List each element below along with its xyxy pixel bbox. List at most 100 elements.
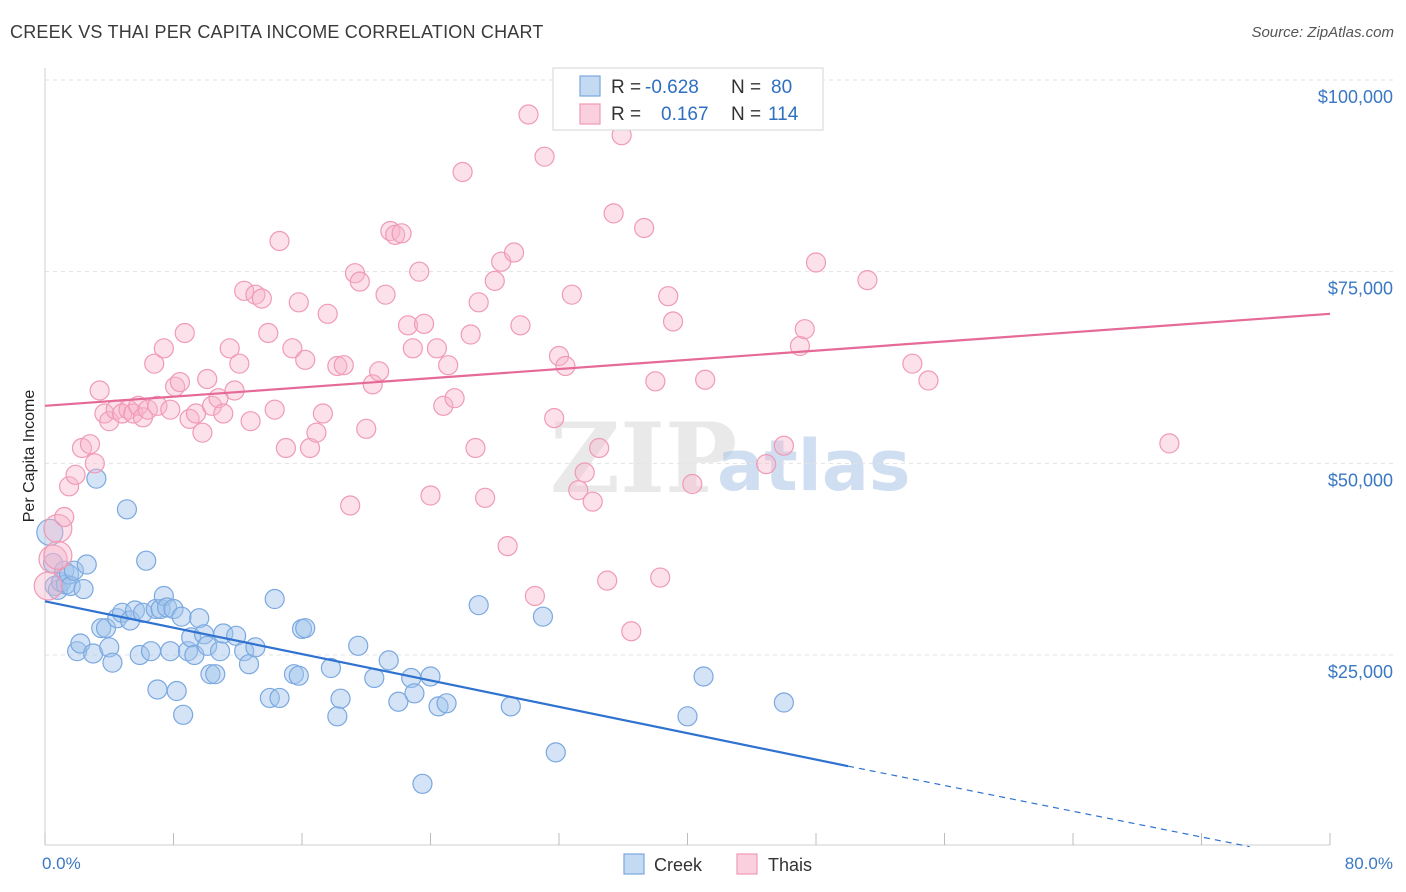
creek-point (102, 652, 123, 673)
thais-point (299, 437, 321, 459)
creek-point (532, 606, 554, 627)
thais-point (503, 242, 525, 263)
thais-point (561, 284, 582, 305)
creek-point (163, 598, 184, 620)
creek-point (95, 618, 117, 639)
creek-point (73, 578, 94, 600)
thais-point (269, 230, 290, 252)
thais-point (444, 388, 465, 409)
thais-points (33, 104, 1180, 642)
thais-point (240, 411, 261, 432)
thais-r-value: 0.167 (661, 104, 709, 125)
thais-point (179, 408, 200, 429)
creek-point (86, 468, 107, 489)
thais-point (497, 536, 518, 557)
thais-point (234, 280, 255, 301)
thais-point (251, 288, 272, 309)
creek-point (773, 692, 794, 713)
creek-point (209, 641, 231, 662)
thais-point (555, 355, 576, 377)
thais-n-label: N = (731, 104, 761, 125)
creek-point (91, 618, 112, 639)
thais-point (54, 506, 75, 528)
thais-point (282, 338, 303, 359)
thais-point (397, 315, 419, 336)
creek-point (330, 688, 351, 709)
thais-point (144, 353, 165, 374)
thais-point (534, 146, 555, 167)
thais-point (582, 491, 603, 512)
thais-point (385, 224, 406, 245)
creek-point (166, 680, 187, 702)
creek-point (189, 608, 210, 629)
creek-trend-extension (848, 765, 1250, 848)
y-tick-label: $100,000 (1318, 87, 1393, 107)
thais-legend-swatch (579, 103, 601, 125)
y-tick-label: $75,000 (1328, 279, 1393, 299)
creek-point (348, 635, 369, 656)
thais-point (409, 261, 430, 282)
series-legend: Creek Thais (623, 853, 812, 875)
creek-point (693, 666, 714, 687)
watermark-atlas: atlas (717, 425, 911, 507)
thais-point (312, 403, 333, 424)
creek-point (173, 704, 194, 725)
creek-point (147, 679, 168, 700)
thais-point (773, 435, 794, 456)
source-credit: Source: ZipAtlas.com (1251, 24, 1394, 41)
creek-point (428, 696, 449, 717)
creek-point (63, 560, 85, 581)
thais-point (756, 454, 777, 475)
thais-point (306, 422, 327, 443)
thais-point (213, 403, 234, 424)
thais-point (160, 399, 181, 420)
thais-point (288, 292, 309, 313)
creek-point (171, 606, 192, 627)
thais-point (658, 286, 679, 307)
thais-point (805, 252, 827, 273)
stats-legend: R = -0.628 N = 80 R = 0.167 N = 114 (552, 67, 824, 131)
thais-point (484, 270, 505, 291)
thais-point (420, 485, 441, 506)
thais-point (695, 369, 716, 390)
data-points (33, 104, 1180, 794)
thais-point (369, 361, 390, 382)
thais-point (1159, 433, 1180, 454)
thais-point (43, 513, 73, 544)
x-tick-labels: 0.0% 80.0% (42, 854, 1393, 873)
creek-point (264, 588, 285, 610)
thais-point (902, 353, 923, 374)
creek-n-value: 80 (771, 77, 792, 98)
thais-point (219, 338, 240, 359)
thais-point (918, 370, 939, 391)
creek-r-label: R = (611, 77, 641, 98)
creek-point (238, 654, 260, 675)
thais-point (662, 311, 684, 332)
thais-point (224, 380, 245, 401)
thais-point (682, 473, 703, 495)
creek-point (677, 706, 698, 727)
creek-point (156, 597, 178, 618)
thais-r-label: R = (611, 104, 641, 125)
creek-series-swatch (623, 853, 645, 875)
thais-point (65, 464, 86, 485)
thais-point (362, 374, 383, 395)
thais-point (468, 292, 489, 313)
thais-point (264, 399, 285, 420)
thais-point (229, 353, 250, 374)
creek-point (136, 550, 157, 571)
chart-title: CREEK VS THAI PER CAPITA INCOME CORRELAT… (10, 22, 544, 42)
thais-point (245, 284, 266, 305)
creek-point (205, 664, 226, 685)
y-tick-label: $50,000 (1328, 470, 1393, 490)
thais-point (169, 371, 191, 393)
thais-series-swatch (736, 853, 758, 875)
thais-point (589, 437, 610, 459)
thais-point (574, 462, 595, 483)
thais-point (603, 203, 624, 224)
thais-point (33, 571, 63, 601)
thais-point (153, 338, 174, 359)
thais-series-label: Thais (768, 855, 812, 875)
creek-point (420, 666, 441, 687)
